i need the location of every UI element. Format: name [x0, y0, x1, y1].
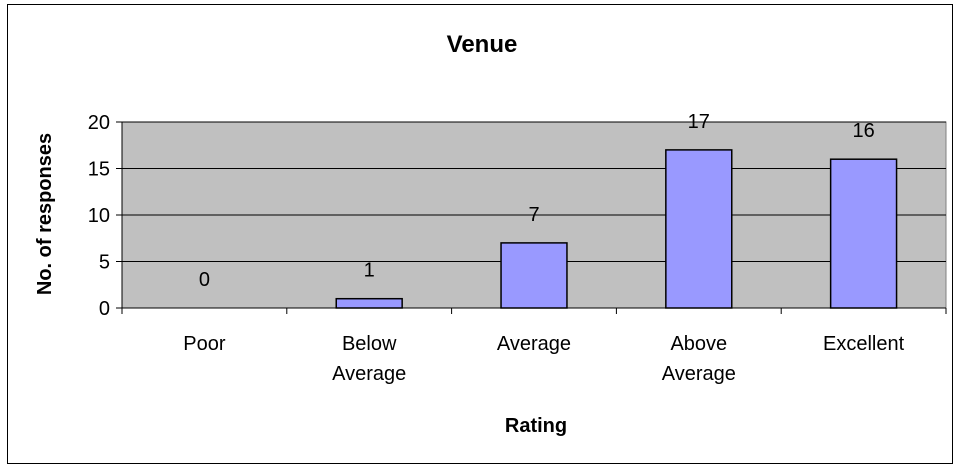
y-tick-label: 10 — [88, 205, 110, 227]
bar — [829, 158, 898, 309]
y-tick-label: 15 — [88, 159, 110, 181]
data-label: 7 — [528, 204, 539, 226]
x-category-label: Poor — [183, 333, 226, 355]
bar — [335, 297, 403, 309]
y-tick-label: 20 — [88, 112, 110, 134]
x-category-label: Average — [497, 333, 571, 355]
y-tick-label: 5 — [99, 252, 110, 274]
data-label: 1 — [364, 260, 375, 282]
data-label: 0 — [199, 269, 210, 291]
y-tick-label: 0 — [99, 298, 110, 320]
bar — [665, 149, 733, 309]
data-label: 17 — [688, 111, 710, 133]
plot-area: 0 5 10 15 20 0 Poor 1 Below Average 7 Average 17 Abov… — [88, 111, 947, 385]
data-label: 16 — [852, 120, 874, 142]
chart-title: Venue — [447, 31, 518, 58]
x-category-label: Excellent — [823, 333, 905, 355]
x-category-label: Above Average — [662, 333, 736, 385]
x-category-label: Below Average — [332, 333, 406, 385]
y-axis-title: No. of responses — [34, 133, 56, 295]
x-axis-title: Rating — [505, 415, 567, 437]
bar — [500, 242, 568, 309]
